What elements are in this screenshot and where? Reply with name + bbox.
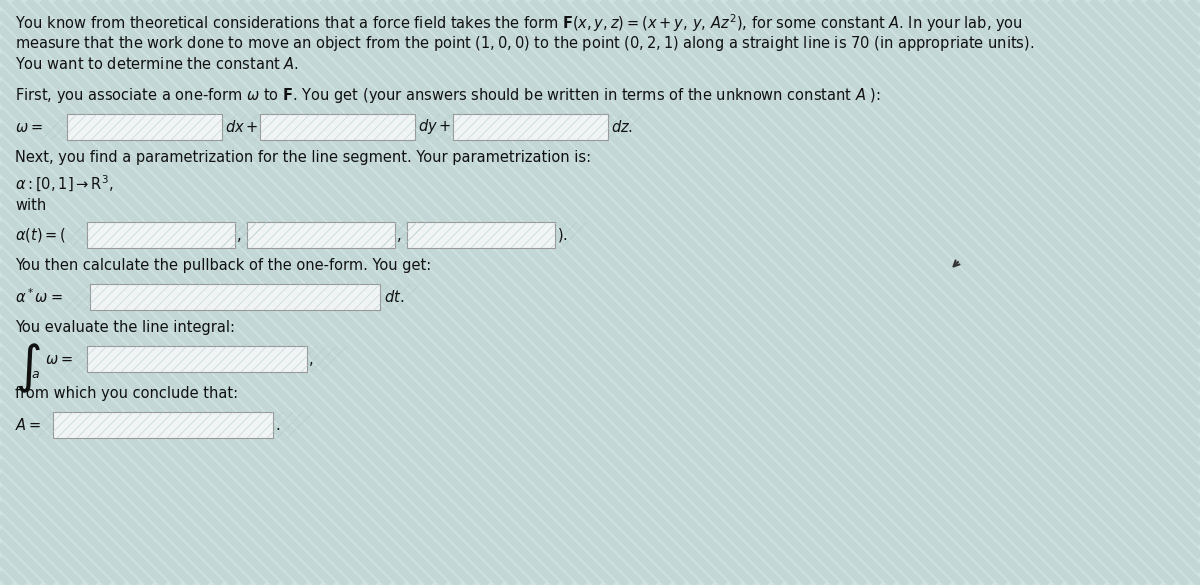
Text: with: with: [14, 198, 47, 213]
Text: ,: ,: [397, 228, 402, 243]
Text: $\alpha^*\omega = $: $\alpha^*\omega = $: [14, 288, 62, 307]
Text: You evaluate the line integral:: You evaluate the line integral:: [14, 320, 235, 335]
FancyBboxPatch shape: [260, 114, 415, 140]
Text: $\omega = $: $\omega = $: [14, 119, 43, 135]
Text: $dz.$: $dz.$: [611, 119, 634, 135]
Text: $dx+$: $dx+$: [226, 119, 258, 135]
Text: $dy+$: $dy+$: [418, 118, 451, 136]
FancyBboxPatch shape: [53, 412, 274, 438]
Text: ,: ,: [238, 228, 241, 243]
Text: $dt.$: $dt.$: [384, 289, 404, 305]
Text: Next, you find a parametrization for the line segment. Your parametrization is:: Next, you find a parametrization for the…: [14, 150, 592, 165]
Text: $A = $: $A = $: [14, 417, 41, 433]
FancyBboxPatch shape: [67, 114, 222, 140]
Text: You know from theoretical considerations that a force field takes the form $\mat: You know from theoretical considerations…: [14, 12, 1022, 34]
Text: ,: ,: [310, 352, 313, 366]
Text: measure that the work done to move an object from the point $(1, 0, 0)$ to the p: measure that the work done to move an ob…: [14, 34, 1034, 53]
FancyBboxPatch shape: [88, 222, 235, 248]
Text: from which you conclude that:: from which you conclude that:: [14, 386, 238, 401]
Text: You want to determine the constant $A$.: You want to determine the constant $A$.: [14, 56, 299, 72]
Text: $\omega = $: $\omega = $: [46, 352, 73, 366]
Text: $\int$: $\int$: [14, 342, 41, 395]
Text: You then calculate the pullback of the one-form. You get:: You then calculate the pullback of the o…: [14, 258, 431, 273]
Text: $a$: $a$: [31, 368, 40, 381]
Text: .: .: [275, 418, 280, 432]
FancyBboxPatch shape: [407, 222, 554, 248]
Text: First, you associate a one-form $\omega$ to $\mathbf{F}$. You get (your answers : First, you associate a one-form $\omega$…: [14, 86, 881, 105]
FancyBboxPatch shape: [454, 114, 608, 140]
FancyBboxPatch shape: [247, 222, 395, 248]
Text: $\alpha : [0, 1] \to \mathrm{R}^3,$: $\alpha : [0, 1] \to \mathrm{R}^3,$: [14, 174, 113, 194]
FancyBboxPatch shape: [88, 346, 307, 372]
FancyBboxPatch shape: [90, 284, 380, 310]
Text: $).$: $).$: [557, 226, 568, 244]
Text: $\alpha(t) = ($: $\alpha(t) = ($: [14, 226, 66, 244]
